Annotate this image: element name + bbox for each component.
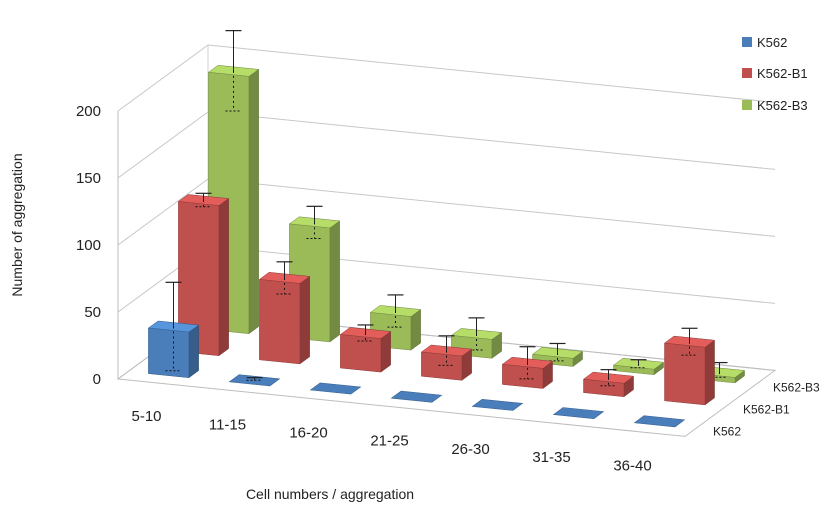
bar-side	[218, 198, 229, 357]
bar-front	[583, 378, 625, 397]
x-tick-label: 11-15	[209, 416, 246, 433]
bar-k562-5-10	[147, 281, 200, 379]
bar-front	[178, 201, 220, 356]
bar-k562-36-40	[633, 415, 686, 428]
depth-axis-label: K562-B3	[773, 380, 820, 394]
legend-swatch-k562-b1	[742, 68, 752, 78]
bar-series	[147, 30, 746, 428]
bar-floor-tile	[633, 415, 686, 428]
legend-label-k562-b3: K562-B3	[757, 98, 808, 113]
bar-side	[329, 220, 340, 343]
bar-front	[613, 364, 655, 375]
bar-k562-b1-11-15	[258, 261, 311, 365]
y-tick-label: 100	[76, 237, 101, 254]
x-tick-label: 36-40	[613, 457, 651, 474]
bar-k562-b1-36-40	[663, 327, 716, 406]
x-axis-title: Cell numbers / aggregation	[246, 486, 414, 502]
bar-k562-b3-26-30	[531, 342, 584, 367]
bar-k562-21-25	[390, 390, 443, 403]
x-tick-label: 16-20	[289, 425, 327, 442]
bar-k562-b1-21-25	[420, 335, 473, 381]
x-tick-label: 26-30	[451, 441, 489, 458]
x-tick-label: 31-35	[532, 449, 570, 466]
bar-floor-tile	[390, 390, 443, 403]
x-axis-tick-labels: 5-10 11-15 16-20 21-25 26-30 31-35 36-40	[131, 408, 651, 474]
legend-swatch-k562	[742, 37, 752, 47]
bar-front	[532, 354, 574, 367]
bar-front	[259, 279, 301, 365]
y-tick-label: 50	[84, 304, 101, 321]
bar-front	[340, 334, 382, 373]
depth-axis-label: K562	[713, 424, 741, 438]
bar-side	[704, 339, 715, 406]
bar-front	[664, 342, 706, 406]
bar-front	[502, 364, 544, 389]
bar-floor-tile	[309, 382, 362, 395]
bar-k562-11-15	[228, 374, 281, 387]
bar-k562-b1-26-30	[501, 346, 554, 389]
bar-front	[421, 351, 463, 381]
bar-k562-b1-31-35	[582, 369, 635, 398]
bar-side	[188, 324, 199, 379]
legend-swatch-k562-b3	[742, 100, 752, 110]
y-tick-label: 200	[76, 103, 101, 120]
y-axis-ticks: 0 50 100 150 200	[76, 103, 101, 388]
bar-front	[148, 327, 190, 378]
depth-axis-label: K562-B1	[743, 402, 790, 416]
bar-k562-16-20	[309, 382, 362, 395]
legend: K562 K562-B1 K562-B3	[742, 35, 808, 113]
legend-label-k562: K562	[757, 35, 787, 50]
bar-k562-26-30	[471, 398, 524, 411]
x-tick-label: 21-25	[370, 433, 408, 450]
bar-side	[248, 68, 259, 335]
bar-floor-tile	[471, 398, 524, 411]
bar-k562-b1-16-20	[339, 324, 392, 373]
bar-floor-tile	[552, 407, 605, 420]
bar-side	[299, 275, 310, 365]
bar-k562-31-35	[552, 407, 605, 420]
bar-k562-b3-31-35	[612, 357, 665, 376]
y-tick-label: 150	[76, 170, 101, 187]
y-axis-title: Number of aggregation	[9, 153, 25, 296]
x-tick-label: 5-10	[131, 408, 161, 425]
y-tick-label: 0	[93, 371, 101, 388]
legend-label-k562-b1: K562-B1	[757, 66, 808, 81]
bar-k562-b1-5-10	[177, 192, 230, 357]
